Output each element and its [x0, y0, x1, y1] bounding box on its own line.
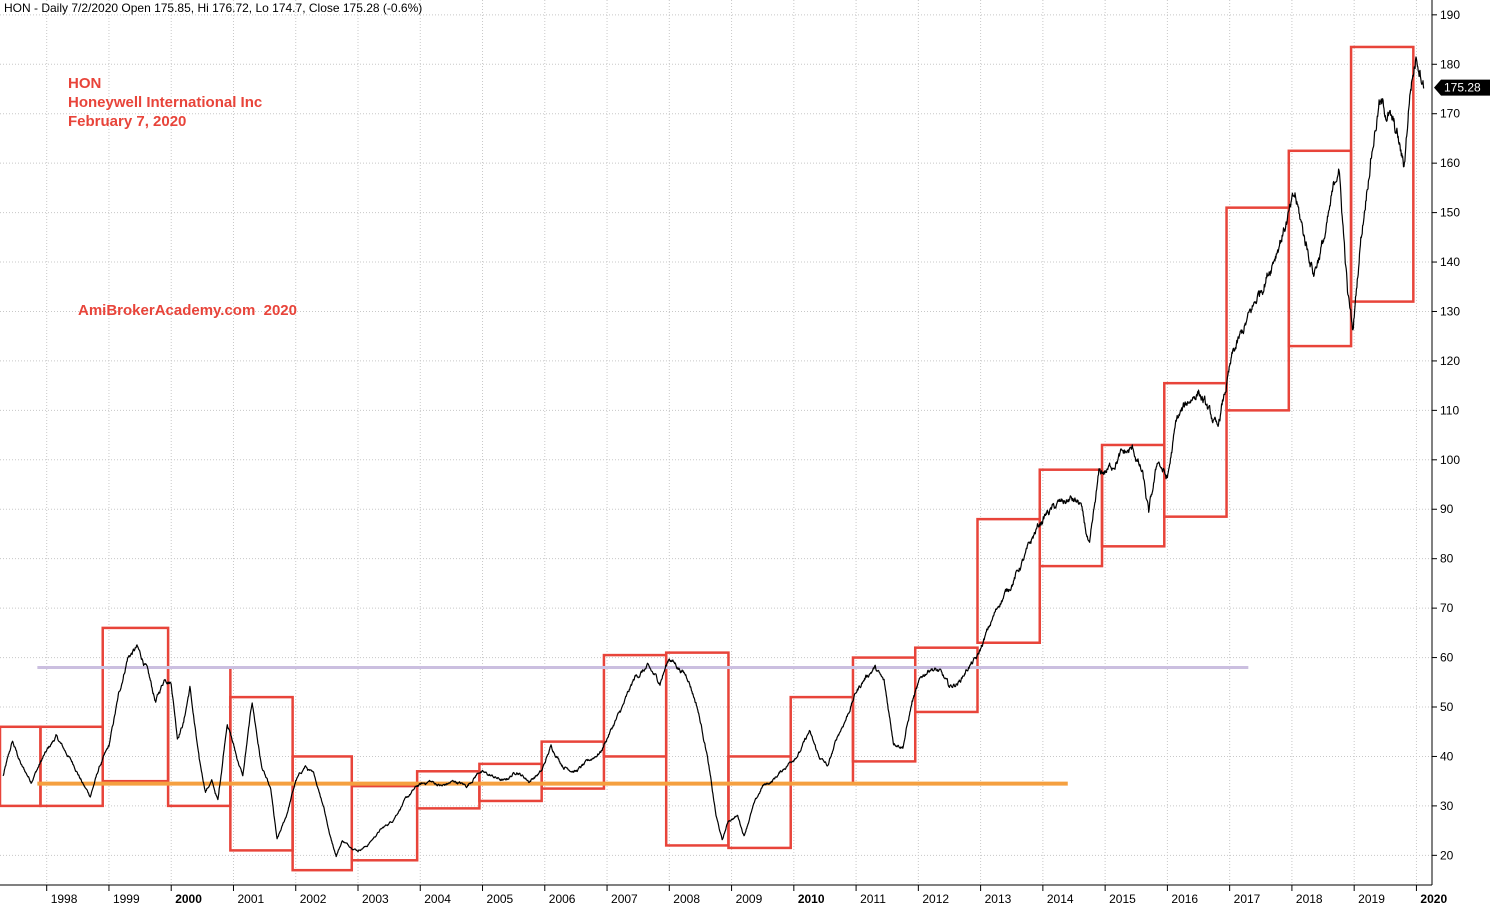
- range-box: [540, 740, 606, 790]
- x-tick-label: 2015: [1109, 892, 1136, 906]
- y-tick-label: 50: [1440, 700, 1454, 714]
- y-tick-label: 40: [1440, 749, 1454, 763]
- x-tick-label: 2003: [362, 892, 389, 906]
- range-box: [1287, 149, 1353, 348]
- x-tick-label: 2017: [1234, 892, 1261, 906]
- y-tick-label: 110: [1440, 403, 1459, 417]
- range-box: [1349, 45, 1415, 303]
- last-price-badge: [1434, 79, 1490, 96]
- range-box: [101, 626, 170, 783]
- y-tick-label: 20: [1440, 848, 1454, 862]
- x-tick-label: 1999: [113, 892, 140, 906]
- range-box: [1225, 206, 1291, 412]
- range-box: [602, 653, 668, 758]
- range-box: [1100, 443, 1166, 548]
- price-series: [2, 56, 1425, 858]
- watermark-label: AmiBrokerAcademy.com 2020: [78, 302, 297, 319]
- range-box: [976, 517, 1042, 644]
- x-tick-label: 2005: [487, 892, 514, 906]
- y-tick-label: 90: [1440, 502, 1454, 516]
- x-tick-label: 2011: [860, 892, 886, 906]
- x-tick-label: 2008: [673, 892, 700, 906]
- chart-header: HON - Daily 7/2/2020 Open 175.85, Hi 176…: [4, 1, 423, 15]
- range-box: [229, 695, 294, 852]
- x-tick-label: 2013: [985, 892, 1012, 906]
- x-tick-label: 2002: [300, 892, 327, 906]
- y-tick-label: 190: [1440, 8, 1460, 22]
- x-tick-label: 1998: [51, 892, 78, 906]
- range-box: [913, 646, 979, 714]
- price-line: [2, 56, 1425, 858]
- grid: [0, 0, 1432, 885]
- x-tick-label: 2001: [237, 892, 264, 906]
- y-tick-label: 130: [1440, 304, 1460, 318]
- x-tick-label: 2004: [424, 892, 451, 906]
- range-box: [1163, 381, 1228, 518]
- x-tick-label: 2000: [175, 892, 202, 906]
- y-tick-label: 120: [1440, 354, 1460, 368]
- y-tick-label: 70: [1440, 601, 1454, 615]
- x-tick-label: 2012: [922, 892, 949, 906]
- x-tick-label: 2014: [1047, 892, 1074, 906]
- x-tick-label: 2007: [611, 892, 638, 906]
- ticker-label: HON: [68, 75, 102, 92]
- y-tick-label: 30: [1440, 799, 1454, 813]
- y-tick-label: 170: [1440, 107, 1460, 121]
- company-label: Honeywell International Inc: [68, 94, 263, 111]
- last-price-label: 175.28: [1444, 81, 1481, 95]
- x-tick-label: 2006: [549, 892, 576, 906]
- title-annotation: HON Honeywell International Inc February…: [68, 74, 262, 131]
- date-label: February 7, 2020: [68, 113, 187, 130]
- range-box: [789, 695, 855, 785]
- last-price-tag: 175.28: [1434, 79, 1490, 96]
- y-tick-label: 60: [1440, 651, 1454, 665]
- y-tick-label: 160: [1440, 156, 1460, 170]
- x-tick-label: 2016: [1171, 892, 1198, 906]
- range-box: [0, 725, 42, 808]
- y-tick-label: 180: [1440, 57, 1460, 71]
- range-box: [415, 770, 481, 810]
- x-tick-label: 2020: [1420, 892, 1447, 906]
- x-tick-label: 2019: [1358, 892, 1385, 906]
- y-tick-label: 80: [1440, 552, 1454, 566]
- y-tick-label: 150: [1440, 206, 1460, 220]
- range-box: [664, 651, 730, 847]
- range-box: [851, 656, 917, 763]
- x-tick-label: 2018: [1296, 892, 1323, 906]
- y-tick-label: 140: [1440, 255, 1460, 269]
- horizontal-levels: [37, 665, 1249, 786]
- range-box: [727, 755, 792, 850]
- x-tick-label: 2009: [736, 892, 763, 906]
- range-box: [350, 784, 419, 862]
- y-tick-label: 100: [1440, 453, 1460, 467]
- x-tick-label: 2010: [798, 892, 825, 906]
- range-box: [39, 725, 104, 808]
- yearly-range-boxes: [0, 45, 1415, 872]
